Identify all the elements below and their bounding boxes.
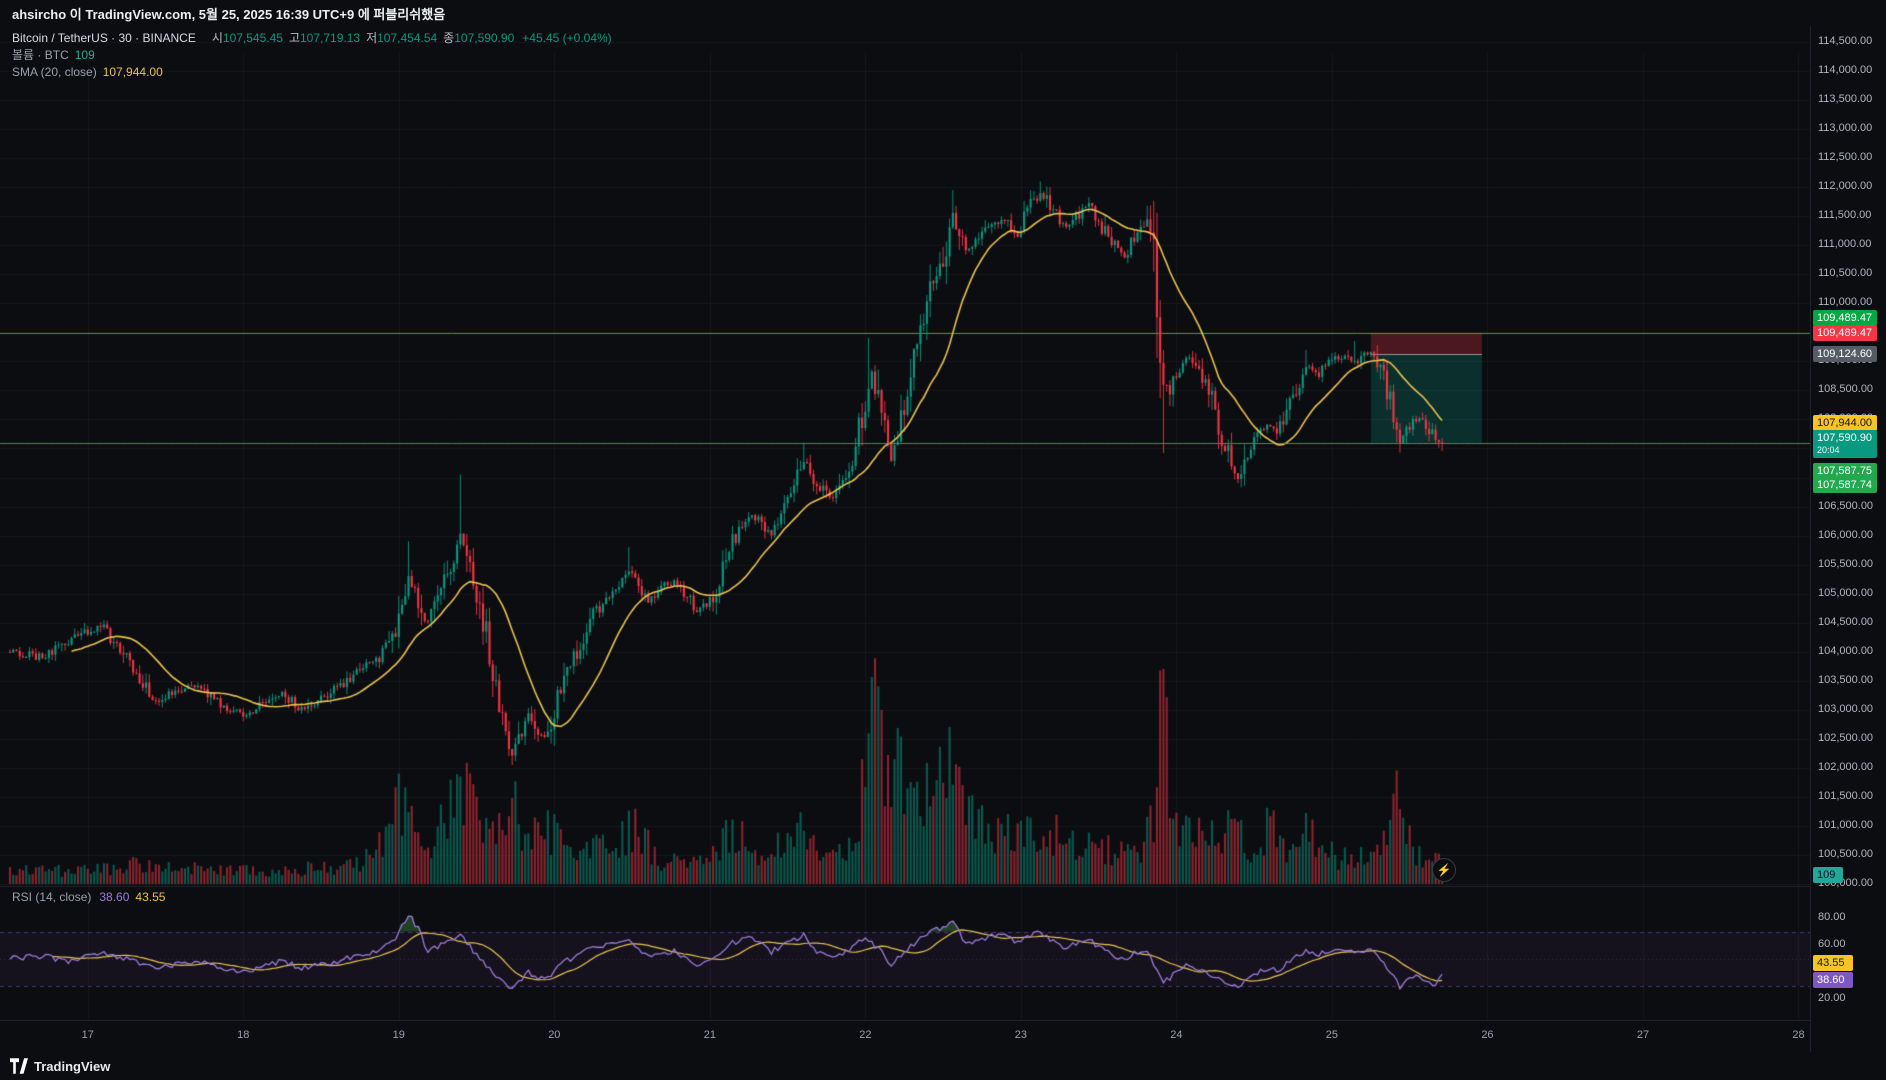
low-label: 저: [366, 31, 378, 45]
price-tag: 107,590.90 20:04: [1813, 430, 1877, 459]
day-label: 22: [859, 1029, 872, 1041]
day-label: 27: [1636, 1029, 1650, 1041]
price-tick-label: 114,000.00: [1818, 64, 1873, 77]
price-tick-label: 102,500.00: [1818, 731, 1874, 744]
rsi-tick-label: 60.00: [1818, 938, 1846, 951]
rsi-tag: 38.60: [1813, 972, 1853, 988]
day-label: 19: [392, 1029, 405, 1041]
day-label: 20: [548, 1029, 561, 1041]
price-tick-label: 110,500.00: [1818, 267, 1873, 280]
price-tag: 109,489.47: [1813, 324, 1877, 341]
lightning-icon: ⚡: [1436, 863, 1452, 877]
volume-label: 볼륨 · BTC: [12, 48, 69, 62]
low-value: 107,454.54: [377, 31, 438, 45]
rsi-legend-row[interactable]: RSI (14, close) 38.60 43.55: [12, 890, 165, 904]
day-label: 25: [1325, 1029, 1339, 1041]
high-label: 고: [288, 31, 300, 45]
sma-value: 107,944.00: [102, 65, 163, 79]
price-tick-label: 114,500.00: [1818, 35, 1873, 47]
price-tick-label: 113,000.00: [1818, 122, 1873, 135]
sma-label: SMA (20, close): [12, 65, 97, 79]
close-label: 종: [443, 31, 455, 45]
day-label: 18: [237, 1029, 250, 1041]
price-tick-label: 104,000.00: [1818, 644, 1874, 657]
rsi-value: 38.60: [99, 890, 130, 904]
rsi-tick-label: 80.00: [1818, 911, 1846, 923]
price-tick-label: 101,500.00: [1818, 789, 1874, 802]
price-tick-label: 105,500.00: [1818, 557, 1874, 570]
publish-text: ahsircho 이 TradingView.com, 5월 25, 2025 …: [12, 6, 446, 22]
price-tick-label: 112,000.00: [1818, 180, 1873, 193]
price-tick-label: 100,500.00: [1818, 847, 1874, 860]
tradingview-brand-text[interactable]: TradingView: [34, 1058, 111, 1074]
price-tick-label: 101,000.00: [1818, 818, 1874, 831]
chart-legend: Bitcoin / TetherUS · 30 · BINANCE 시107,54…: [12, 30, 612, 81]
rsi-ma-value: 43.55: [135, 890, 166, 904]
day-label: 26: [1481, 1029, 1494, 1041]
rsi-tag: 43.55: [1813, 955, 1853, 972]
price-tick-label: 103,500.00: [1818, 673, 1874, 686]
price-tick-label: 113,500.00: [1818, 93, 1873, 106]
open-label: 시: [211, 31, 223, 45]
price-tick-label: 102,000.00: [1818, 760, 1874, 773]
change-value: +45.45 (+0.04%): [522, 31, 612, 45]
day-label: 17: [81, 1029, 94, 1041]
price-tag: 107,587.75: [1813, 463, 1877, 480]
rsi-tick-label: 20.00: [1818, 992, 1846, 1005]
quick-trade-button[interactable]: ⚡: [1432, 858, 1456, 882]
price-tick-label: 111,500.00: [1818, 209, 1872, 222]
price-tick-label: 112,500.00: [1818, 151, 1873, 164]
price-axis[interactable]: 114,500.00 114,000.00 113,500.00 113,000.00…: [1810, 26, 1886, 1052]
symbol-title: Bitcoin / TetherUS · 30 · BINANCE: [12, 31, 196, 45]
price-tick-label: 104,500.00: [1818, 615, 1874, 628]
price-tick-label: 103,000.00: [1818, 702, 1874, 715]
price-tag: 107,587.74: [1813, 477, 1877, 494]
price-tick-label: 108,500.00: [1818, 383, 1874, 396]
price-tick-label: 106,500.00: [1818, 499, 1874, 512]
time-axis[interactable]: 17 18 19 20 21 22 23 24 25 26 27 28: [0, 1020, 1886, 1052]
volume-value: 109: [74, 48, 95, 62]
main-chart-canvas[interactable]: [0, 26, 1810, 1020]
price-tag: 109,124.60: [1813, 346, 1877, 363]
day-label: 24: [1170, 1029, 1183, 1041]
day-label: 23: [1014, 1029, 1027, 1041]
countdown-text: 20:04: [1817, 445, 1840, 456]
price-tag: 109,489.47: [1813, 309, 1877, 326]
volume-legend-row[interactable]: 볼륨 · BTC 109: [12, 47, 612, 64]
price-tag: 107,944.00: [1813, 414, 1877, 431]
sma-legend-row[interactable]: SMA (20, close) 107,944.00: [12, 64, 612, 81]
price-tick-label: 105,000.00: [1818, 586, 1874, 599]
footer-bar: TradingView: [0, 1052, 1886, 1080]
tradingview-logo-icon[interactable]: [10, 1058, 28, 1074]
price-tick-label: 111,000.00: [1818, 238, 1872, 251]
rsi-label: RSI (14, close): [12, 890, 92, 904]
close-value: 107,590.90: [454, 31, 515, 45]
high-value: 107,719.13: [300, 31, 361, 45]
publish-header: ahsircho 이 TradingView.com, 5월 25, 2025 …: [0, 0, 1886, 26]
price-tick-label: 110,000.00: [1818, 296, 1873, 309]
volume-tag: 109: [1813, 867, 1843, 883]
price-tick-label: 106,000.00: [1818, 528, 1874, 541]
open-value: 107,545.45: [222, 31, 283, 45]
symbol-legend-row[interactable]: Bitcoin / TetherUS · 30 · BINANCE 시107,54…: [12, 30, 612, 47]
day-label: 28: [1792, 1029, 1805, 1041]
day-label: 21: [703, 1029, 716, 1041]
